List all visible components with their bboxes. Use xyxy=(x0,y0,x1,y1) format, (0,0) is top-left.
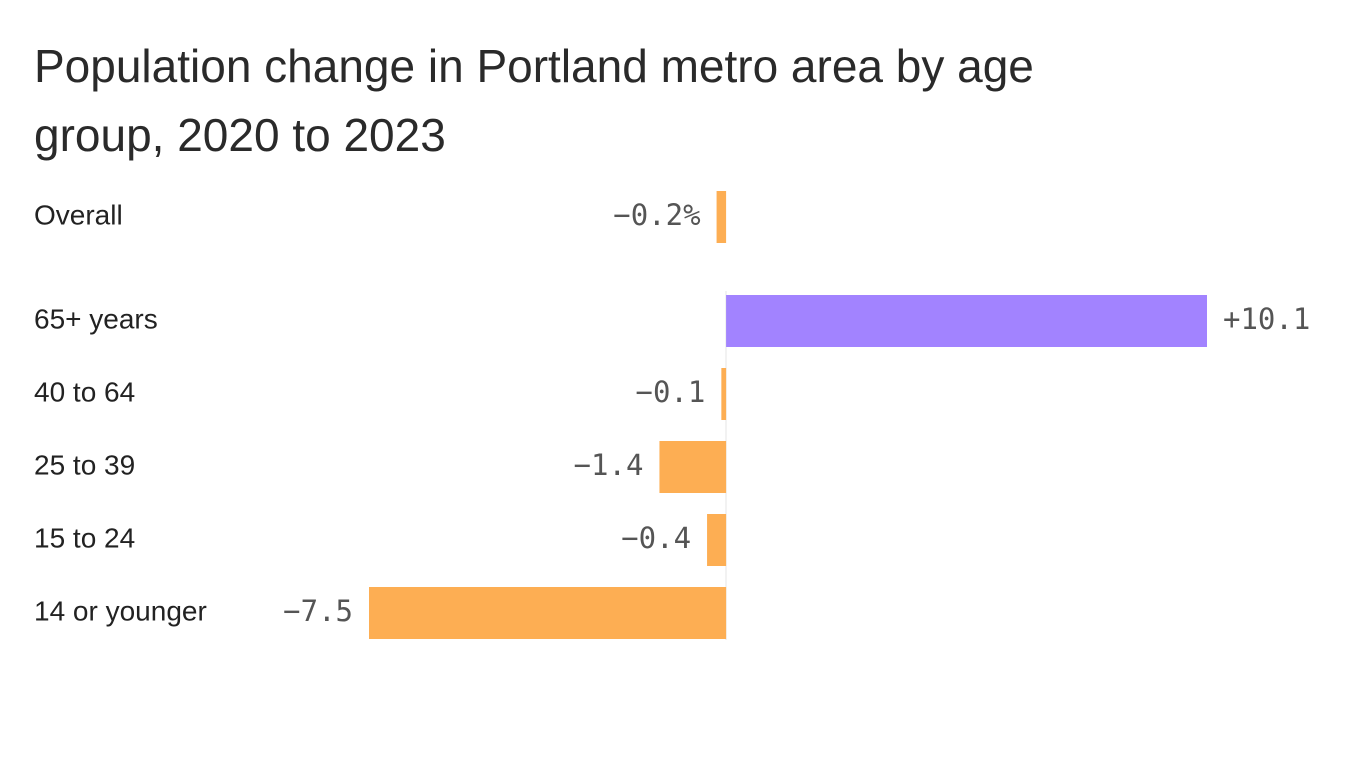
category-label: 14 or younger xyxy=(34,595,207,626)
value-label: −0.4 xyxy=(621,521,691,555)
bar xyxy=(707,514,727,566)
category-label: Overall xyxy=(34,199,123,230)
value-label: +10.1 xyxy=(1223,302,1310,336)
category-label: 65+ years xyxy=(34,303,158,334)
value-label: −1.4 xyxy=(574,448,644,482)
category-label: 25 to 39 xyxy=(34,449,135,480)
bar xyxy=(721,368,727,420)
title-line: Population change in Portland metro area… xyxy=(34,40,1034,92)
value-label: −0.2% xyxy=(613,198,700,232)
bar xyxy=(726,295,1207,347)
bar xyxy=(659,441,727,493)
category-label: 15 to 24 xyxy=(34,522,135,553)
chart-title: Population change in Portland metro area… xyxy=(34,40,1047,161)
bar xyxy=(716,191,727,243)
category-label: 40 to 64 xyxy=(34,376,135,407)
bar xyxy=(369,587,727,639)
title-line: group, 2020 to 2023 xyxy=(34,109,446,161)
value-label: −7.5 xyxy=(283,594,353,628)
value-label: −0.1 xyxy=(635,375,705,409)
